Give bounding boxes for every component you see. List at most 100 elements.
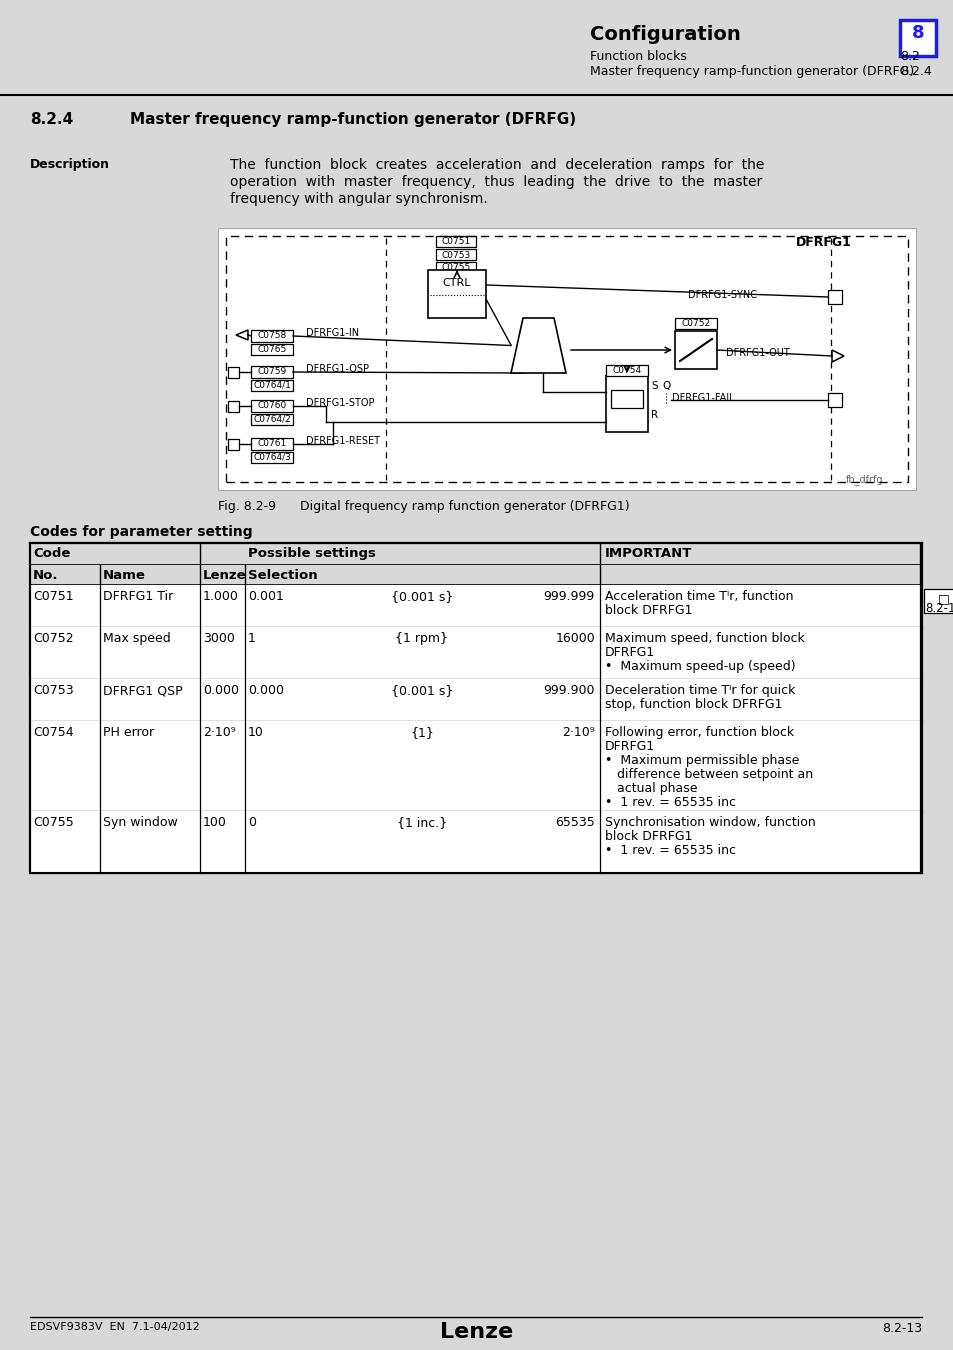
Text: S: S — [650, 381, 657, 392]
Text: 100: 100 — [203, 815, 227, 829]
Text: □: □ — [937, 593, 949, 605]
Text: 65535: 65535 — [555, 815, 595, 829]
Text: Description: Description — [30, 158, 110, 171]
Bar — [218, 228, 915, 490]
Text: R: R — [650, 410, 658, 420]
Text: 0.000: 0.000 — [203, 684, 239, 697]
Text: IMPORTANT: IMPORTANT — [604, 547, 692, 560]
Text: Following error, function block: Following error, function block — [604, 726, 793, 738]
Text: Deceleration time Tᴵr for quick: Deceleration time Tᴵr for quick — [604, 684, 795, 697]
Text: The  function  block  creates  acceleration  and  deceleration  ramps  for  the: The function block creates acceleration … — [230, 158, 763, 171]
Bar — [30, 721, 921, 811]
Text: C0760: C0760 — [257, 401, 286, 410]
Bar — [251, 400, 293, 412]
Text: Configuration: Configuration — [589, 26, 740, 45]
Text: Q: Q — [661, 381, 670, 392]
Text: EDSVF9383V  EN  7.1-04/2012: EDSVF9383V EN 7.1-04/2012 — [30, 1322, 199, 1332]
Text: DFRFG1: DFRFG1 — [604, 740, 655, 753]
Text: frequency with angular synchronism.: frequency with angular synchronism. — [230, 192, 487, 207]
Text: Acceleration time Tᴵr, function: Acceleration time Tᴵr, function — [604, 590, 793, 603]
Text: Syn window: Syn window — [103, 815, 177, 829]
Text: DFRFG1 QSP: DFRFG1 QSP — [103, 684, 182, 697]
Text: Max speed: Max speed — [103, 632, 171, 645]
Text: 8.2-13: 8.2-13 — [881, 1322, 921, 1335]
Text: •  1 rev. = 65535 inc: • 1 rev. = 65535 inc — [604, 796, 735, 809]
Bar — [675, 319, 717, 329]
Text: Master frequency ramp-function generator (DFRFG): Master frequency ramp-function generator… — [130, 112, 576, 127]
Text: DFRFG1: DFRFG1 — [795, 236, 851, 248]
Text: actual phase: actual phase — [604, 782, 697, 795]
Bar — [251, 452, 293, 463]
Text: C0765: C0765 — [257, 346, 286, 354]
Text: No.: No. — [33, 568, 58, 582]
Text: 1: 1 — [248, 632, 255, 645]
Text: C0759: C0759 — [257, 367, 286, 377]
Bar — [30, 566, 921, 585]
Bar — [923, 589, 953, 613]
Text: 8.2.4: 8.2.4 — [899, 65, 931, 78]
Bar — [436, 248, 476, 261]
Text: DFRFG1-FAIL: DFRFG1-FAIL — [671, 393, 734, 404]
Text: C0752: C0752 — [680, 319, 710, 328]
Bar — [0, 0, 953, 95]
Text: C0753: C0753 — [441, 251, 470, 259]
Text: 3000: 3000 — [203, 632, 234, 645]
Text: C0753: C0753 — [33, 684, 73, 697]
Text: DFRFG1-STOP: DFRFG1-STOP — [306, 398, 375, 408]
Text: DFRFG1-IN: DFRFG1-IN — [306, 328, 358, 338]
Text: 8.2.4: 8.2.4 — [30, 112, 73, 127]
Bar — [675, 331, 717, 369]
Text: Lenze: Lenze — [203, 568, 247, 582]
Bar — [251, 344, 293, 355]
Text: •  Maximum speed-up (speed): • Maximum speed-up (speed) — [604, 660, 795, 674]
Text: DFRFG1: DFRFG1 — [604, 647, 655, 659]
Text: {1 rpm}: {1 rpm} — [395, 632, 448, 645]
Polygon shape — [511, 319, 565, 373]
Text: C0764/2: C0764/2 — [253, 414, 291, 424]
Text: Fig. 8.2-9      Digital frequency ramp function generator (DFRFG1): Fig. 8.2-9 Digital frequency ramp functi… — [218, 500, 629, 513]
Bar — [30, 543, 921, 566]
Text: C0755: C0755 — [33, 815, 73, 829]
Text: DFRFG1-SYNC: DFRFG1-SYNC — [687, 290, 757, 300]
Text: DFRFG1-OUT: DFRFG1-OUT — [725, 348, 789, 358]
Bar — [228, 439, 239, 450]
Bar — [251, 366, 293, 378]
Bar — [228, 367, 239, 378]
Text: C0754: C0754 — [33, 726, 73, 738]
Text: Possible settings: Possible settings — [248, 547, 375, 560]
Text: {0.001 s}: {0.001 s} — [391, 590, 453, 603]
Bar — [605, 364, 647, 377]
Text: 2·10⁹: 2·10⁹ — [561, 726, 595, 738]
Bar — [251, 414, 293, 425]
Bar — [428, 270, 485, 319]
Text: 8: 8 — [911, 24, 923, 42]
Text: fb_dfrfg: fb_dfrfg — [845, 474, 882, 485]
Text: DFRFG1-RESET: DFRFG1-RESET — [306, 436, 379, 446]
Bar — [251, 329, 293, 342]
Bar — [30, 543, 921, 873]
Text: C0764/1: C0764/1 — [253, 381, 291, 390]
Bar — [30, 811, 921, 873]
Text: 0.000: 0.000 — [248, 684, 284, 697]
Bar — [226, 236, 907, 482]
Text: C0752: C0752 — [33, 632, 73, 645]
Text: C0755: C0755 — [441, 263, 470, 273]
Text: {1 inc.}: {1 inc.} — [396, 815, 447, 829]
Text: Maximum speed, function block: Maximum speed, function block — [604, 632, 804, 645]
Text: Codes for parameter setting: Codes for parameter setting — [30, 525, 253, 539]
Text: C0758: C0758 — [257, 331, 286, 340]
Text: C0761: C0761 — [257, 439, 286, 448]
Text: Synchronisation window, function: Synchronisation window, function — [604, 815, 815, 829]
Text: {0.001 s}: {0.001 s} — [391, 684, 453, 697]
Text: Function blocks: Function blocks — [589, 50, 686, 63]
Text: 999.999: 999.999 — [543, 590, 595, 603]
Text: 10: 10 — [248, 726, 264, 738]
Text: 0: 0 — [248, 815, 255, 829]
Bar — [251, 379, 293, 391]
Text: C0751: C0751 — [33, 590, 73, 603]
Text: block DFRFG1: block DFRFG1 — [604, 830, 692, 842]
Text: 0.001: 0.001 — [248, 590, 284, 603]
Bar — [827, 290, 841, 304]
Text: PH error: PH error — [103, 726, 154, 738]
Text: 999.900: 999.900 — [543, 684, 595, 697]
